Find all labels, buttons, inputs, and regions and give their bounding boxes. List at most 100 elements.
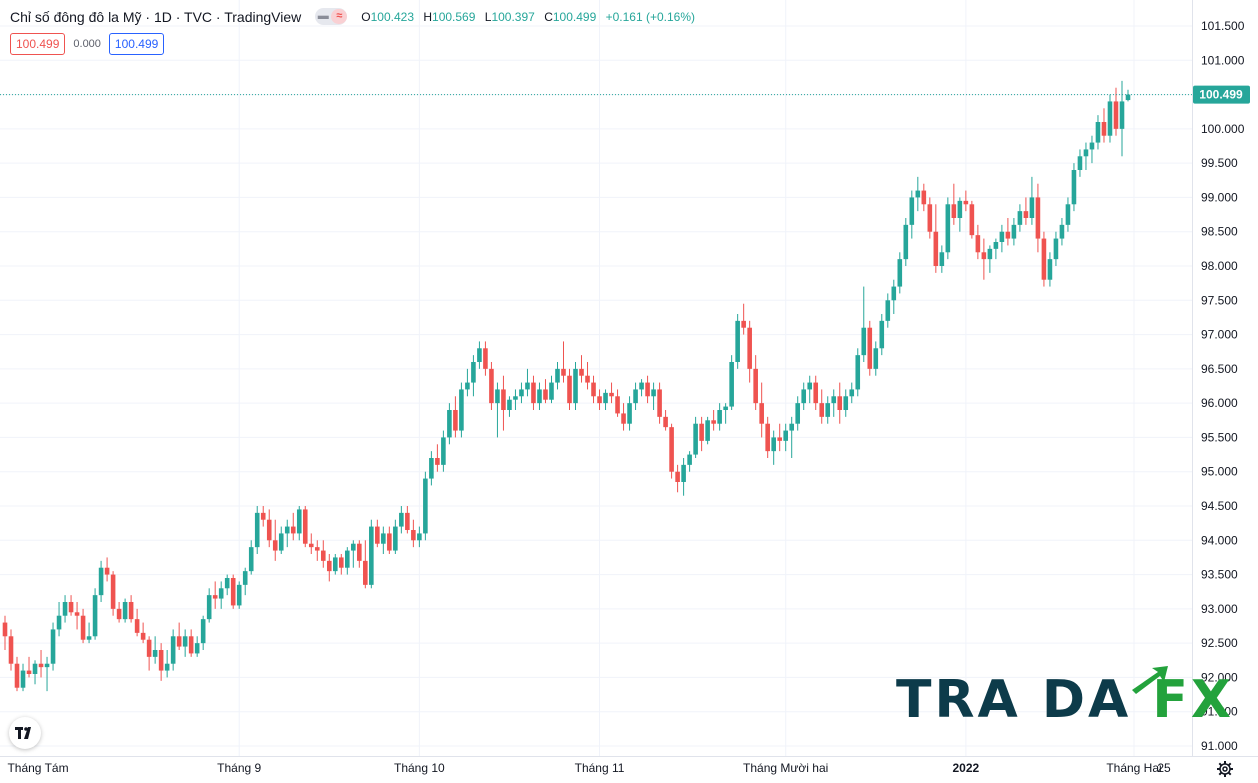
candle	[945, 197, 951, 260]
candle-body	[843, 396, 849, 410]
candle-body	[92, 595, 98, 637]
candle-body	[1065, 204, 1071, 225]
candle-body	[116, 608, 122, 620]
candle	[152, 636, 158, 664]
legend-toggle[interactable]: ▬ ≈	[315, 8, 348, 25]
candle-body	[429, 458, 434, 479]
candle-body	[242, 571, 248, 585]
candle	[1101, 108, 1107, 143]
candle	[212, 581, 218, 609]
candle	[170, 629, 176, 671]
x-tick-label: 2022	[953, 761, 980, 775]
time-axis[interactable]: Tháng Tám Tháng 9 Tháng 10 Tháng 11 Tháng Mư…	[7, 761, 1258, 775]
candle-body	[1041, 238, 1047, 280]
candle-body	[597, 396, 602, 404]
candle-body	[435, 458, 440, 465]
candle	[140, 622, 146, 644]
high-label: H	[423, 9, 433, 24]
candle-body	[1005, 231, 1011, 239]
candle	[999, 224, 1005, 253]
candle-body	[915, 190, 921, 198]
candle-body	[188, 636, 194, 654]
candle	[813, 375, 819, 410]
candle	[969, 200, 975, 239]
candle	[495, 382, 500, 438]
candle	[747, 320, 752, 383]
candle	[663, 410, 668, 431]
candle-body	[525, 382, 530, 390]
candle-body	[248, 547, 254, 572]
candle-body	[200, 619, 206, 644]
eye-icon[interactable]: ▬	[317, 10, 329, 22]
candle-body	[669, 427, 674, 472]
candle-body	[1089, 142, 1095, 150]
tradingview-logo-icon[interactable]	[9, 717, 41, 749]
candle	[819, 389, 825, 424]
close-label: C	[544, 9, 553, 24]
candle	[369, 519, 374, 589]
candle	[981, 238, 987, 280]
candle-body	[345, 550, 350, 568]
candle	[429, 451, 434, 486]
candle	[62, 595, 68, 623]
y-tick-label: 99.000	[1201, 190, 1238, 204]
candle-body	[957, 200, 963, 218]
candle-body	[1119, 101, 1125, 129]
y-tick-label: 91.000	[1201, 739, 1238, 753]
candle-body	[717, 410, 722, 424]
candle	[116, 602, 122, 623]
candle	[867, 320, 873, 376]
candlestick-series	[2, 80, 1131, 692]
gear-icon[interactable]	[1216, 760, 1234, 778]
candle-body	[543, 389, 548, 400]
candle-body	[260, 512, 266, 520]
y-tick-label: 92.000	[1201, 670, 1238, 684]
candle-body	[657, 389, 662, 417]
candle	[555, 362, 560, 390]
candle-body	[98, 567, 104, 596]
candle	[897, 252, 903, 294]
candle-body	[56, 615, 62, 630]
candle-body	[206, 595, 212, 620]
candle-body	[411, 530, 416, 541]
candle	[326, 554, 332, 582]
candle-body	[1101, 122, 1107, 136]
candle-body	[771, 437, 776, 452]
candle-body	[747, 327, 752, 369]
candle	[525, 368, 530, 397]
watermark-main: TRA DA	[896, 670, 1153, 730]
candle-body	[290, 526, 296, 534]
candle	[32, 660, 38, 685]
series-style-icon[interactable]: ≈	[331, 9, 348, 24]
candle-body	[224, 578, 230, 589]
candle-body	[1077, 156, 1083, 170]
candle-body	[753, 368, 758, 404]
candle-body	[693, 423, 698, 455]
candle	[1107, 94, 1113, 143]
sell-price-badge[interactable]: 100.499	[10, 33, 66, 55]
candle-body	[212, 595, 218, 599]
symbol-title[interactable]: Chỉ số đông đô la Mỹ · 1D · TVC · Tradin…	[10, 8, 302, 25]
buy-price-badge[interactable]: 100.499	[108, 33, 165, 55]
candle-body	[837, 396, 843, 410]
candle	[164, 650, 170, 678]
y-tick-label: 96.000	[1201, 396, 1238, 410]
candle	[302, 506, 308, 548]
candle	[447, 403, 452, 445]
candle-body	[765, 423, 770, 452]
candle	[314, 540, 320, 561]
candle	[1035, 183, 1041, 253]
candle	[597, 389, 602, 410]
candle-body	[801, 389, 807, 404]
candle-body	[2, 622, 8, 637]
x-tick-label: Tháng 11	[575, 761, 625, 775]
candle-body	[308, 543, 314, 548]
candle-body	[819, 403, 825, 417]
candle-body	[621, 413, 626, 424]
candle-body	[951, 204, 957, 218]
price-axis[interactable]: 101.500101.000100.500100.00099.50099.000…	[1201, 19, 1245, 753]
candle-body	[501, 389, 506, 410]
candle-body	[441, 437, 446, 465]
candle-body	[32, 663, 38, 674]
